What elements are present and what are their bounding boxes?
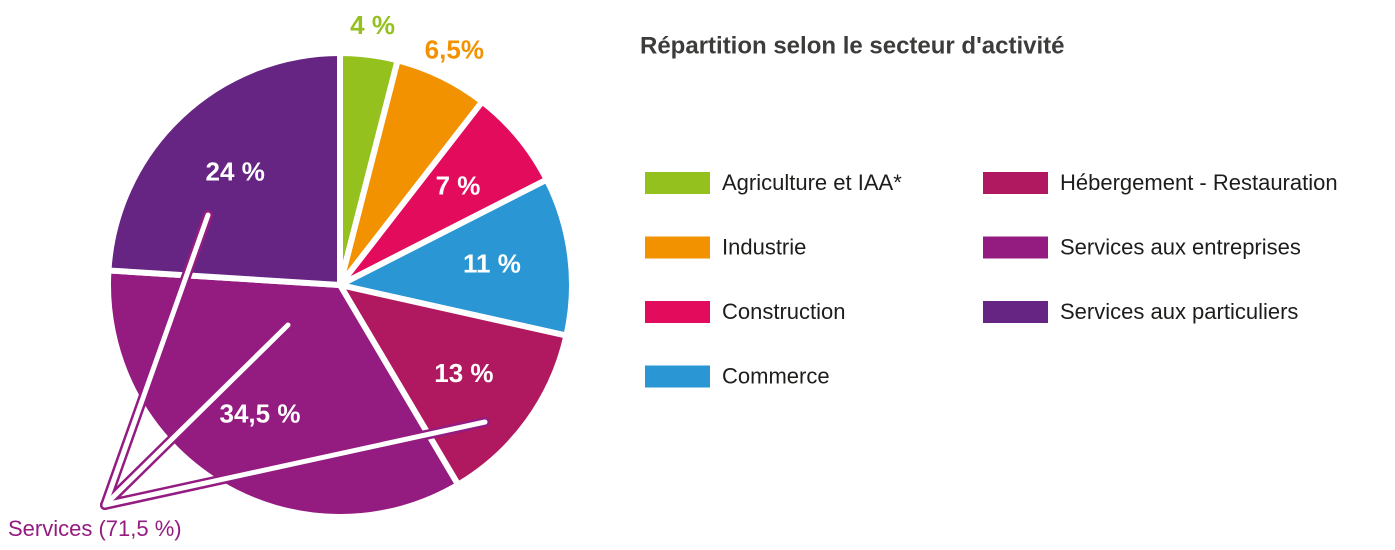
legend-label: Construction [722, 299, 846, 324]
legend-swatch [983, 301, 1048, 323]
legend-swatch [983, 236, 1048, 259]
callout-line [102, 322, 291, 508]
chart-title: Répartition selon le secteur d'activité [640, 32, 1065, 59]
legend-label: Services aux particuliers [1060, 299, 1298, 324]
legend-swatch [645, 301, 710, 323]
legend-label: Industrie [722, 234, 806, 259]
value-label: 13 % [434, 358, 493, 388]
legend-label: Hébergement - Restauration [1060, 170, 1338, 195]
legend-label: Services aux entreprises [1060, 234, 1301, 259]
annotation: Services (71,5 %) [8, 516, 182, 541]
pie [105, 49, 575, 520]
legend-label: Agriculture et IAA* [722, 170, 902, 195]
value-label: 11 % [463, 249, 521, 279]
value-label: 7 % [436, 170, 481, 200]
value-label: 4 % [350, 10, 395, 40]
legend-swatch [645, 365, 710, 388]
legend-swatch [645, 172, 710, 194]
pie-slice [333, 280, 570, 489]
value-label: 6,5% [425, 35, 484, 65]
legend-swatch [983, 172, 1048, 194]
pie-slice [105, 49, 343, 289]
legend-label: Commerce [722, 363, 830, 388]
callout-line [102, 212, 211, 508]
callout-line [102, 419, 488, 508]
legend-swatch [645, 236, 710, 259]
value-label: 24 % [206, 156, 265, 186]
value-label: 34,5 % [220, 398, 301, 428]
